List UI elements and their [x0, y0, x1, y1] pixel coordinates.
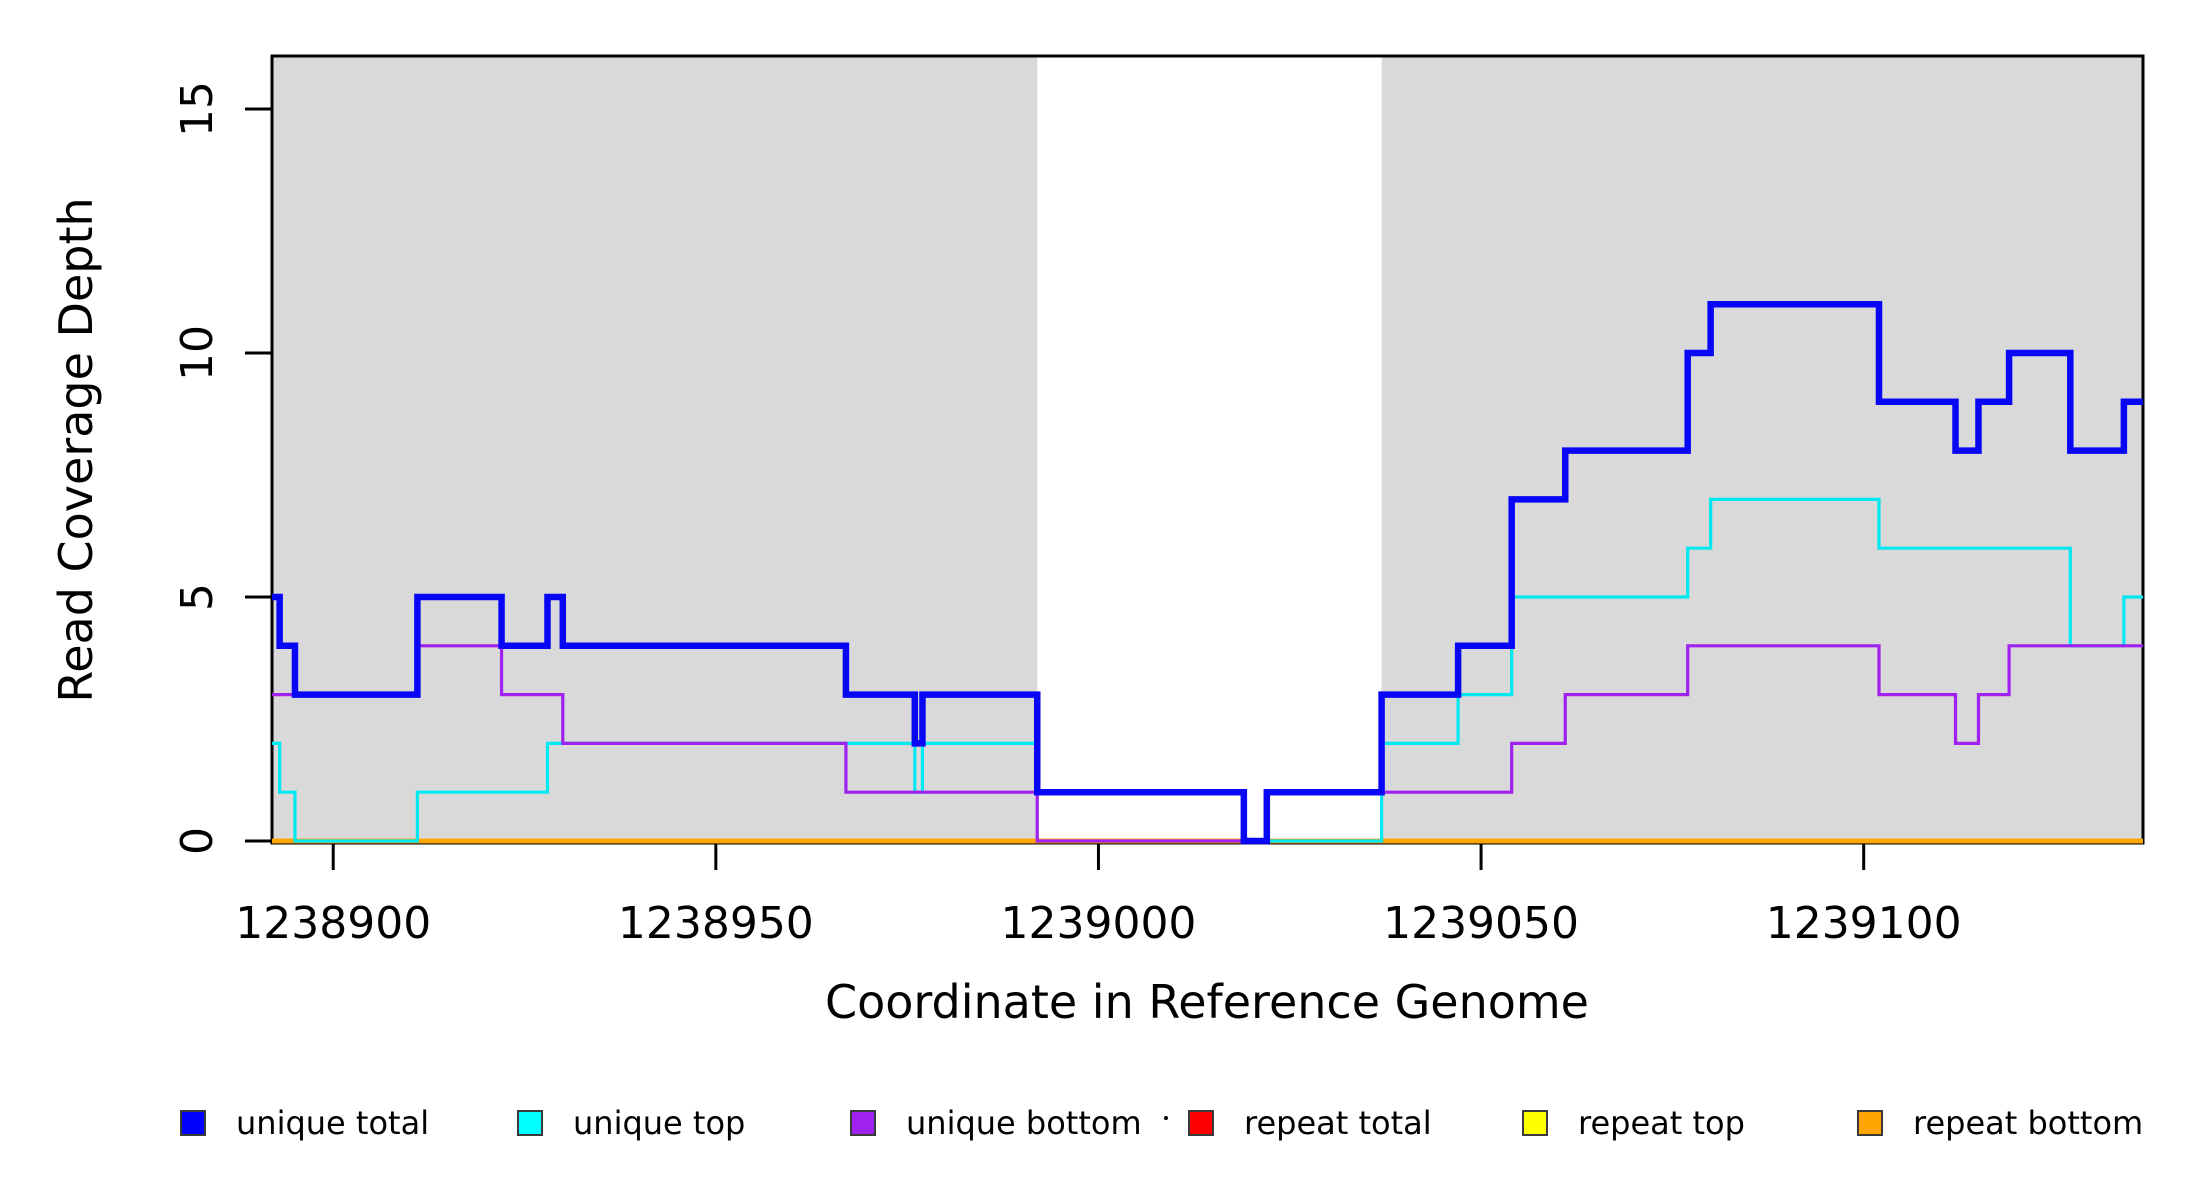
x-tick-label: 1238950 [618, 898, 814, 949]
legend-label: repeat bottom [1913, 1104, 2144, 1142]
legend-item-unique-total: unique total [180, 1104, 429, 1142]
series-unique-bottom [272, 644, 2143, 843]
y-tick-label: 5 [172, 583, 223, 611]
y-tick-label: 10 [172, 325, 223, 381]
shaded-region-0 [272, 57, 1038, 842]
repeat-top-swatch [1522, 1110, 1548, 1136]
legend-label: unique total [236, 1104, 430, 1142]
legend-item-repeat-bottom: repeat bottom [1857, 1104, 2143, 1142]
repeat-total-swatch [1188, 1110, 1214, 1136]
legend-label: repeat total [1244, 1104, 1432, 1142]
legend-label: repeat top [1578, 1104, 1745, 1142]
y-tick-label: 15 [172, 81, 223, 137]
x-tick-label: 1238900 [235, 898, 431, 949]
legend-label: unique bottom [906, 1104, 1142, 1142]
stray-dot-mark [1164, 1116, 1168, 1120]
series-unique-total [272, 300, 2143, 845]
x-tick-label: 1239000 [1000, 898, 1196, 949]
shaded-region-1 [1381, 57, 2143, 842]
x-tick-label: 1239100 [1766, 898, 1962, 949]
legend-item-repeat-total: repeat total [1188, 1104, 1432, 1142]
repeat-bottom-swatch [1857, 1110, 1883, 1136]
series-unique-top [272, 497, 2143, 843]
legend-label: unique top [573, 1104, 746, 1142]
legend-item-repeat-top: repeat top [1522, 1104, 1745, 1142]
x-tick-label: 1239050 [1383, 898, 1579, 949]
unique-total-swatch [180, 1110, 206, 1136]
y-tick-label: 0 [172, 827, 223, 855]
unique-top-swatch [517, 1110, 543, 1136]
legend-item-unique-bottom: unique bottom [850, 1104, 1142, 1142]
y-axis-title: Read Coverage Depth [49, 197, 103, 703]
unique-bottom-swatch [850, 1110, 876, 1136]
legend-item-unique-top: unique top [517, 1104, 745, 1142]
x-axis-title: Coordinate in Reference Genome [825, 975, 1589, 1029]
